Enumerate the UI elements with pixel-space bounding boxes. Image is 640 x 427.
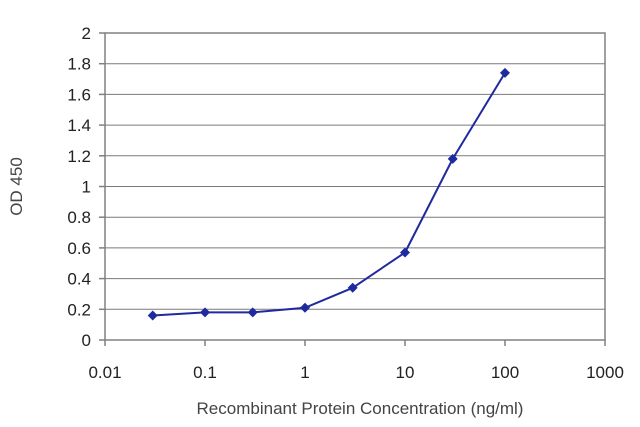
x-tick-label: 1000 (586, 363, 624, 382)
x-tick-label: 1 (300, 363, 309, 382)
y-axis-title: OD 450 (7, 157, 26, 216)
x-axis-ticks: 0.01 0.1 1 10 100 1000 (88, 340, 624, 382)
x-tick-label: 0.1 (193, 363, 217, 382)
y-tick-label: 0.2 (67, 300, 91, 319)
gridlines (105, 63, 605, 310)
series-layer (147, 67, 510, 321)
y-tick-label: 2 (82, 24, 91, 43)
y-tick-label: 1.2 (67, 147, 91, 166)
data-point (347, 282, 358, 293)
data-point (247, 307, 258, 318)
data-point (300, 302, 310, 313)
series-line (152, 72, 506, 317)
y-tick-label: 1.8 (67, 55, 91, 74)
x-tick-label: 100 (491, 363, 519, 382)
y-axis-ticks: 0 0.2 0.4 0.6 0.8 1 1.2 1.4 1.6 1.8 2 (67, 24, 105, 350)
data-point (147, 310, 158, 321)
y-tick-label: 0 (82, 331, 91, 350)
y-tick-label: 0.8 (67, 208, 91, 227)
y-tick-label: 1.6 (67, 85, 91, 104)
data-point (200, 307, 210, 318)
x-tick-label: 10 (396, 363, 415, 382)
y-tick-label: 0.6 (67, 239, 91, 258)
y-tick-label: 1 (82, 178, 91, 197)
x-axis-title: Recombinant Protein Concentration (ng/ml… (197, 399, 524, 418)
data-point (447, 153, 458, 164)
data-point (400, 247, 410, 258)
data-point (500, 67, 510, 78)
y-tick-label: 1.4 (67, 116, 91, 135)
y-tick-label: 0.4 (67, 270, 91, 289)
x-tick-label: 0.01 (88, 363, 121, 382)
